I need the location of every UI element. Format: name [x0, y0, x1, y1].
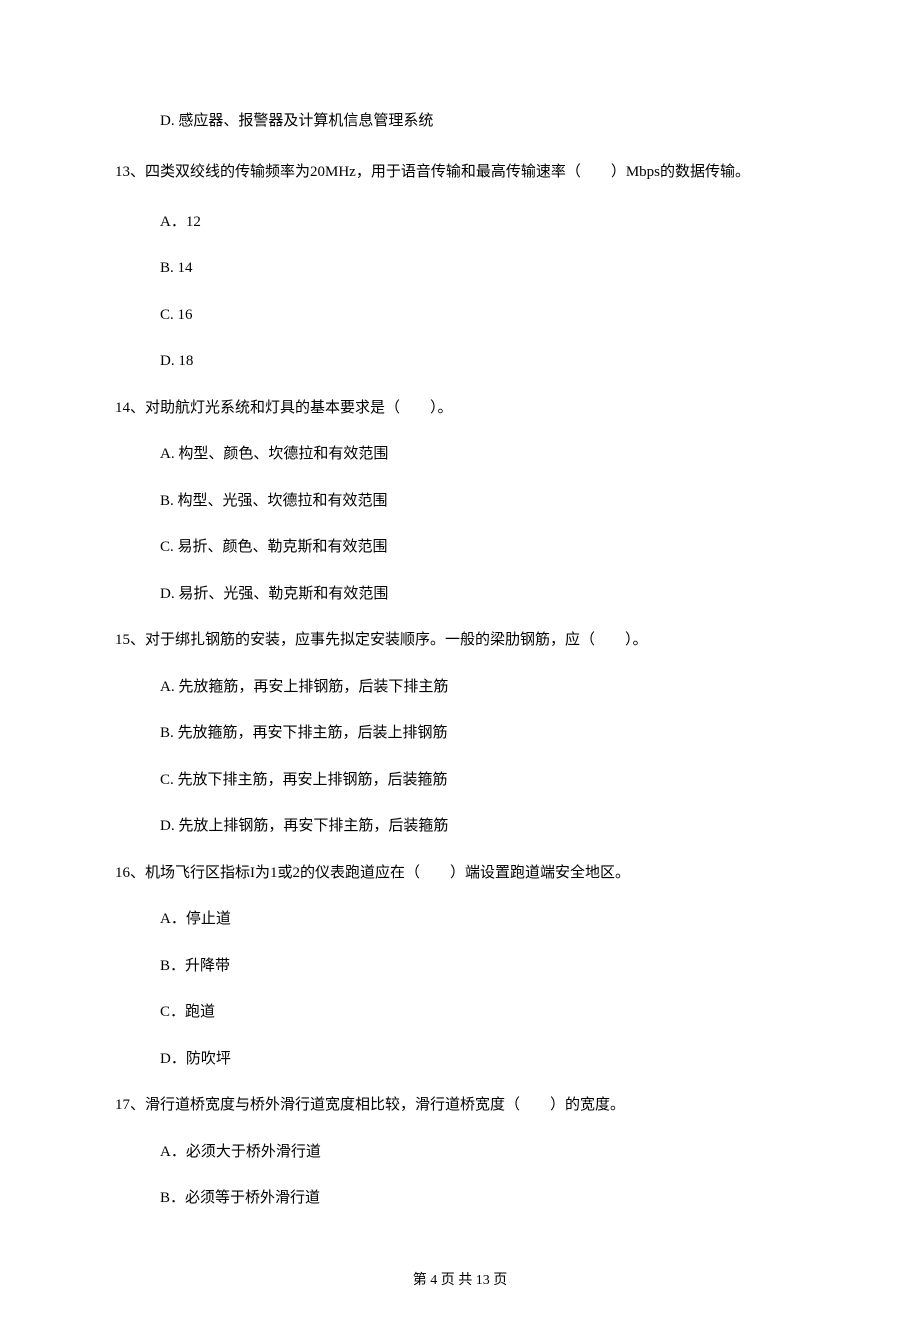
question-14-option-a: A. 构型、颜色、坎德拉和有效范围 — [160, 443, 805, 466]
question-14-stem: 14、对助航灯光系统和灯具的基本要求是（ ）。 — [115, 397, 805, 420]
question-16-stem: 16、机场飞行区指标I为1或2的仪表跑道应在（ ）端设置跑道端安全地区。 — [115, 862, 805, 885]
question-15-option-a: A. 先放箍筋，再安上排钢筋，后装下排主筋 — [160, 676, 805, 699]
question-14-option-c: C. 易折、颜色、勒克斯和有效范围 — [160, 536, 805, 559]
question-14-option-d: D. 易折、光强、勒克斯和有效范围 — [160, 583, 805, 606]
question-13-option-d: D. 18 — [160, 350, 805, 373]
question-17-option-a: A．必须大于桥外滑行道 — [160, 1141, 805, 1164]
question-16-option-b: B．升降带 — [160, 955, 805, 978]
question-13-option-b: B. 14 — [160, 257, 805, 280]
question-17-stem: 17、滑行道桥宽度与桥外滑行道宽度相比较，滑行道桥宽度（ ）的宽度。 — [115, 1094, 805, 1117]
question-16-option-a: A．停止道 — [160, 908, 805, 931]
question-15-option-c: C. 先放下排主筋，再安上排钢筋，后装箍筋 — [160, 769, 805, 792]
question-13-option-c: C. 16 — [160, 304, 805, 327]
question-13-option-a: A．12 — [160, 211, 805, 234]
question-17-option-b: B．必须等于桥外滑行道 — [160, 1187, 805, 1210]
question-15-stem: 15、对于绑扎钢筋的安装，应事先拟定安装顺序。一般的梁肋钢筋，应（ ）。 — [115, 629, 805, 652]
question-16-option-d: D．防吹坪 — [160, 1048, 805, 1071]
option-d-prev: D. 感应器、报警器及计算机信息管理系统 — [160, 110, 805, 133]
question-15-option-d: D. 先放上排钢筋，再安下排主筋，后装箍筋 — [160, 815, 805, 838]
question-16-option-c: C．跑道 — [160, 1001, 805, 1024]
question-14-option-b: B. 构型、光强、坎德拉和有效范围 — [160, 490, 805, 513]
question-13-stem: 13、四类双绞线的传输频率为20MHz，用于语音传输和最高传输速率（ ）Mbps… — [115, 157, 805, 187]
question-15-option-b: B. 先放箍筋，再安下排主筋，后装上排钢筋 — [160, 722, 805, 745]
page-footer: 第 4 页 共 13 页 — [115, 1270, 805, 1291]
